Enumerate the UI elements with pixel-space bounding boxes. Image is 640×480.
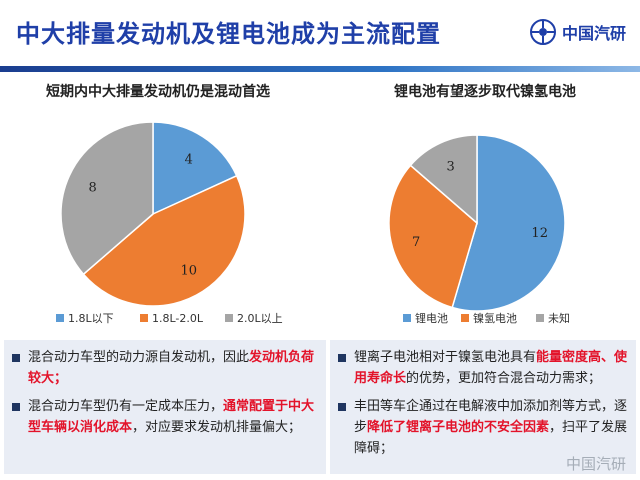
logo: 中国汽研 — [529, 18, 626, 46]
logo-text: 中国汽研 — [561, 24, 626, 43]
header: 中大排量发动机及锂电池成为主流配置 中国汽研 — [0, 0, 640, 64]
right-text-panel: 锂离子电池相对于镍氢电池具有能量密度高、使用寿命长的优势，更加符合混合动力需求；… — [330, 340, 636, 474]
bullet-item: 混合动力车型仍有一定成本压力，通常配置于中大型车辆以消化成本，对应要求发动机排量… — [10, 396, 320, 438]
bullet-square-icon — [338, 354, 346, 362]
legend-swatch — [225, 314, 233, 322]
bullet-square-icon — [12, 354, 20, 362]
slice-value-label: 3 — [447, 159, 455, 174]
legend-label: 未知 — [548, 311, 570, 325]
body-text: 丰田等车企通过在电解液中加添加剂等方式，逐步 — [354, 399, 628, 435]
header-divider — [0, 66, 640, 72]
slice-value-label: 7 — [412, 235, 420, 250]
body-text: 混合动力车型仍有一定成本压力， — [28, 399, 224, 414]
left-text-panel: 混合动力车型的动力源自发动机，因此发动机负荷较大； 混合动力车型仍有一定成本压力，… — [4, 340, 326, 474]
body-text: 锂离子电池相对于镍氢电池具有 — [354, 350, 537, 365]
pie-slice-3 — [409, 134, 478, 225]
watermark: 中国汽研 — [565, 455, 626, 473]
bullet-item: 锂离子电池相对于镍氢电池具有能量密度高、使用寿命长的优势，更加符合混合动力需求； — [336, 347, 630, 389]
bullet-square-icon — [12, 403, 20, 411]
legend-label: 镍氢电池 — [473, 311, 517, 325]
pie-chart-1: 短期内中大排量发动机仍是混动首选 4 10 8 1.8L以下 1.8L-2.0L 2.0L以… — [46, 83, 283, 325]
chart-title: 短期内中大排量发动机仍是混动首选 — [46, 83, 270, 100]
charts-area: 短期内中大排量发动机仍是混动首选 4 10 8 1.8L以下 1.8L-2.0L 2.0L以… — [46, 83, 576, 325]
slice-value-label: 4 — [185, 152, 193, 167]
highlight-text: 降低了锂离子电池的不安全因素 — [367, 420, 550, 435]
body-text: 混合动力车型的动力源自发动机，因此 — [28, 350, 250, 365]
bullet-text: 混合动力车型仍有一定成本压力，通常配置于中大型车辆以消化成本，对应要求发动机排量… — [28, 396, 320, 438]
bullet-square-icon — [338, 403, 346, 411]
highlight-text: 通常配置于中大型车辆以消化成本 — [28, 399, 315, 435]
legend-swatch — [536, 314, 544, 322]
body-text: ，扫平了发展障碍； — [354, 420, 628, 456]
slice-value-label: 12 — [531, 226, 548, 241]
legend-swatch — [461, 314, 469, 322]
bullet-text: 混合动力车型的动力源自发动机，因此发动机负荷较大； — [28, 347, 320, 389]
pie-slice-3 — [60, 121, 154, 276]
legend-label: 1.8L-2.0L — [152, 312, 204, 325]
bullet-text: 锂离子电池相对于镍氢电池具有能量密度高、使用寿命长的优势，更加符合混合动力需求； — [354, 347, 630, 389]
body-text: ，对应要求发动机排量偏大； — [132, 420, 302, 435]
chart-title: 锂电池有望逐步取代镍氢电池 — [394, 83, 576, 100]
legend-label: 1.8L以下 — [68, 312, 114, 325]
legend-swatch — [140, 314, 148, 322]
bullet-text: 丰田等车企通过在电解液中加添加剂等方式，逐步降低了锂离子电池的不安全因素，扫平了… — [354, 396, 630, 459]
page-title: 中大排量发动机及锂电池成为主流配置 — [16, 20, 441, 48]
legend-label: 2.0L以上 — [237, 312, 283, 325]
legend-swatch — [403, 314, 411, 322]
pie-slice-1 — [451, 134, 566, 312]
pie-chart-2: 锂电池有望逐步取代镍氢电池 12 7 3 锂电池 镍氢电池 未知 — [388, 83, 576, 325]
slice-value-label: 8 — [89, 181, 97, 196]
legend-label: 锂电池 — [415, 311, 448, 325]
highlight-text: 发动机负荷较大； — [28, 350, 315, 386]
slice-value-label: 10 — [181, 264, 198, 279]
pie-slice-2 — [388, 164, 478, 309]
logo-icon — [529, 19, 556, 45]
pie-slice-1 — [152, 121, 238, 216]
bullet-item: 混合动力车型的动力源自发动机，因此发动机负荷较大； — [10, 347, 320, 389]
bullet-item: 丰田等车企通过在电解液中加添加剂等方式，逐步降低了锂离子电池的不安全因素，扫平了… — [336, 396, 630, 459]
pie-slice-2 — [82, 174, 246, 307]
legend-swatch — [56, 314, 64, 322]
body-text: 的优势，更加符合混合动力需求； — [406, 371, 602, 386]
highlight-text: 能量密度高、使用寿命长 — [354, 350, 628, 386]
